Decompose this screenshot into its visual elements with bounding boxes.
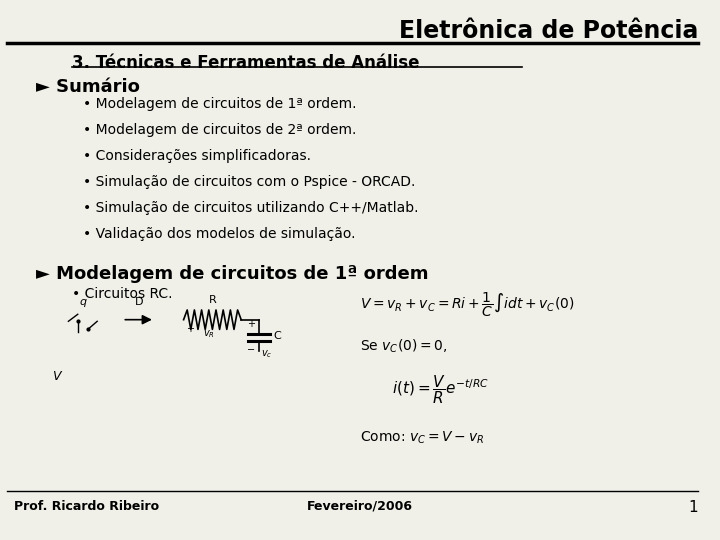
Text: q: q	[79, 296, 86, 307]
Text: • Modelagem de circuitos de 1ª ordem.: • Modelagem de circuitos de 1ª ordem.	[83, 97, 356, 111]
Text: ► Modelagem de circuitos de 1ª ordem: ► Modelagem de circuitos de 1ª ordem	[36, 265, 428, 282]
Text: 1: 1	[689, 500, 698, 515]
Text: • Simulação de circuitos utilizando C++/Matlab.: • Simulação de circuitos utilizando C++/…	[83, 201, 418, 215]
Text: $i(t) = \dfrac{V}{R}e^{-t/RC}$: $i(t) = \dfrac{V}{R}e^{-t/RC}$	[392, 374, 489, 407]
Text: $v_R$: $v_R$	[203, 328, 215, 340]
Text: R: R	[209, 295, 216, 305]
Text: • Modelagem de circuitos de 2ª ordem.: • Modelagem de circuitos de 2ª ordem.	[83, 123, 356, 137]
Text: +: +	[186, 324, 194, 334]
Text: $v_c$: $v_c$	[261, 348, 273, 360]
Text: Se $v_C(0) = 0,$: Se $v_C(0) = 0,$	[360, 338, 448, 355]
Text: Eletrônica de Potência: Eletrônica de Potência	[399, 19, 698, 43]
Text: −: −	[246, 345, 255, 355]
Text: C: C	[274, 331, 282, 341]
Text: • Circuitos RC.: • Circuitos RC.	[72, 287, 173, 301]
Text: Como: $v_C = V - v_R$: Como: $v_C = V - v_R$	[360, 429, 485, 445]
Text: Prof. Ricardo Ribeiro: Prof. Ricardo Ribeiro	[14, 500, 160, 512]
Text: $V = v_R + v_C = Ri + \dfrac{1}{C}\int idt + v_C(0)$: $V = v_R + v_C = Ri + \dfrac{1}{C}\int i…	[360, 291, 575, 319]
Text: • Simulação de circuitos com o Pspice - ORCAD.: • Simulação de circuitos com o Pspice - …	[83, 175, 415, 189]
Text: Fevereiro/2006: Fevereiro/2006	[307, 500, 413, 512]
Text: • Validação dos modelos de simulação.: • Validação dos modelos de simulação.	[83, 227, 355, 241]
Text: V: V	[52, 370, 60, 383]
Text: 3. Técnicas e Ferramentas de Análise: 3. Técnicas e Ferramentas de Análise	[72, 54, 420, 72]
Text: D: D	[135, 296, 143, 307]
Text: +: +	[246, 319, 255, 329]
Text: • Considerações simplificadoras.: • Considerações simplificadoras.	[83, 149, 311, 163]
Text: ► Sumário: ► Sumário	[36, 78, 140, 96]
